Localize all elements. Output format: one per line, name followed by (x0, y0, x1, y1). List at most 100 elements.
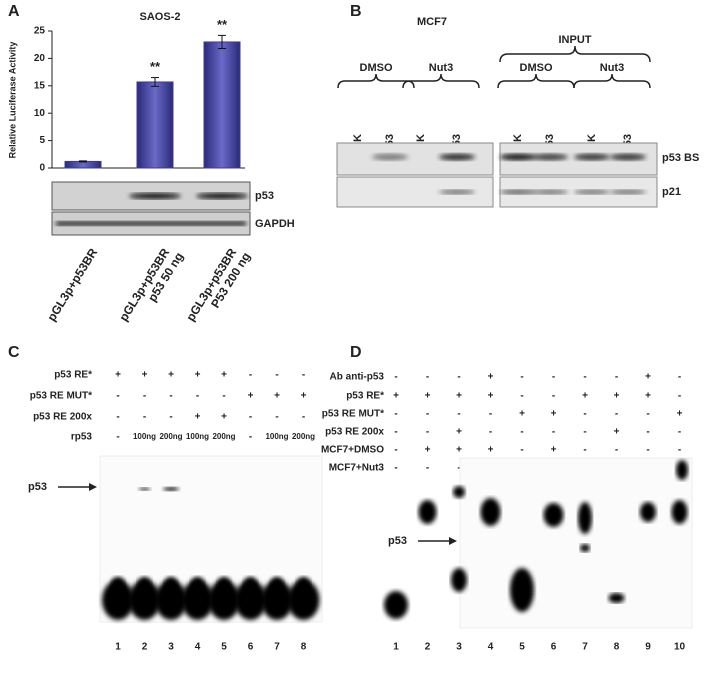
band (129, 193, 181, 199)
gel (459, 457, 693, 629)
group-label: INPUT (559, 34, 592, 46)
brace (402, 73, 480, 89)
blob (510, 568, 534, 612)
sign: + (274, 391, 280, 402)
sign: 200ng (292, 432, 315, 441)
lane-number: 7 (582, 642, 588, 653)
lane-number: 3 (168, 642, 174, 653)
y-tick-label: 10 (34, 108, 46, 119)
annotation: ** (150, 59, 161, 74)
row-label: p53 RE 200x (33, 412, 92, 423)
sign: + (677, 409, 683, 420)
sign: - (489, 409, 492, 420)
blob (163, 487, 179, 491)
x-category-label: pGL3p+p53BR (44, 246, 100, 324)
lane-number: 4 (195, 642, 201, 653)
sign: - (143, 391, 146, 402)
blob (137, 577, 152, 593)
blob (640, 502, 656, 522)
sign: + (645, 372, 651, 383)
chart-title: SAOS-2 (140, 11, 181, 23)
blob (384, 591, 408, 619)
lane-number: 2 (142, 642, 148, 653)
lane-number: 5 (221, 642, 227, 653)
row-label: MCF7+DMSO (321, 445, 384, 456)
sign: + (168, 370, 174, 381)
sign: 200ng (159, 432, 182, 441)
sign: - (520, 445, 523, 456)
sign: - (169, 391, 172, 402)
row-label: p53 RE MUT* (30, 391, 92, 402)
blob (270, 577, 284, 593)
lane-number: 9 (645, 642, 651, 653)
sign: - (116, 412, 119, 423)
sign: - (646, 409, 649, 420)
sign: + (456, 445, 462, 456)
arrow-label: p53 (28, 481, 47, 493)
lane-number: 1 (393, 642, 399, 653)
sign: - (646, 445, 649, 456)
sign: + (115, 370, 121, 381)
sign: + (195, 370, 201, 381)
blob (543, 503, 564, 527)
lane-number: 8 (301, 642, 307, 653)
panel-letter: C (8, 344, 20, 361)
row-label: MCF7+Nut3 (329, 463, 385, 474)
sign: + (195, 412, 201, 423)
sign: - (426, 427, 429, 438)
sign: - (520, 391, 523, 402)
sign: - (457, 463, 460, 474)
band (532, 189, 568, 195)
sign: - (678, 427, 681, 438)
blot-label: GAPDH (255, 218, 295, 230)
sign: - (116, 432, 119, 443)
sign: + (645, 391, 651, 402)
blob (111, 577, 125, 593)
blob (128, 580, 161, 620)
row-label: rp53 (71, 432, 93, 443)
bar (203, 41, 241, 169)
blot-label: p53 BS (662, 152, 699, 164)
sign: - (583, 427, 586, 438)
blob (480, 498, 501, 526)
sign: - (249, 370, 252, 381)
blob (138, 487, 151, 491)
sign: + (425, 445, 431, 456)
sign: - (143, 412, 146, 423)
blot-label: p53 (255, 190, 274, 202)
arrow-head (89, 483, 97, 491)
sign: - (249, 412, 252, 423)
sign: - (457, 409, 460, 420)
sign: - (426, 409, 429, 420)
blob (190, 577, 205, 593)
row-label: p53 RE 200x (325, 427, 384, 438)
sign: - (583, 445, 586, 456)
blob (418, 500, 437, 524)
group-label: DMSO (360, 62, 393, 74)
band (196, 193, 248, 199)
arrow-head (449, 537, 457, 545)
sign: - (302, 412, 305, 423)
sign: - (646, 427, 649, 438)
sign: + (614, 391, 620, 402)
sign: - (552, 372, 555, 383)
lane-number: 3 (456, 642, 462, 653)
lane-number: 2 (425, 642, 431, 653)
sign: + (488, 372, 494, 383)
sign: - (196, 391, 199, 402)
blob (102, 580, 134, 620)
y-tick-label: 25 (34, 26, 46, 37)
band (439, 189, 475, 195)
sign: - (678, 372, 681, 383)
sign: - (489, 427, 492, 438)
sign: - (394, 409, 397, 420)
band (532, 153, 568, 161)
sign: - (615, 445, 618, 456)
sign: - (275, 412, 278, 423)
blob (578, 502, 592, 534)
sign: 100ng (265, 432, 288, 441)
band (610, 153, 646, 161)
blob (261, 580, 293, 620)
y-tick-label: 15 (34, 80, 46, 91)
row-label: Ab anti-p53 (330, 372, 385, 383)
